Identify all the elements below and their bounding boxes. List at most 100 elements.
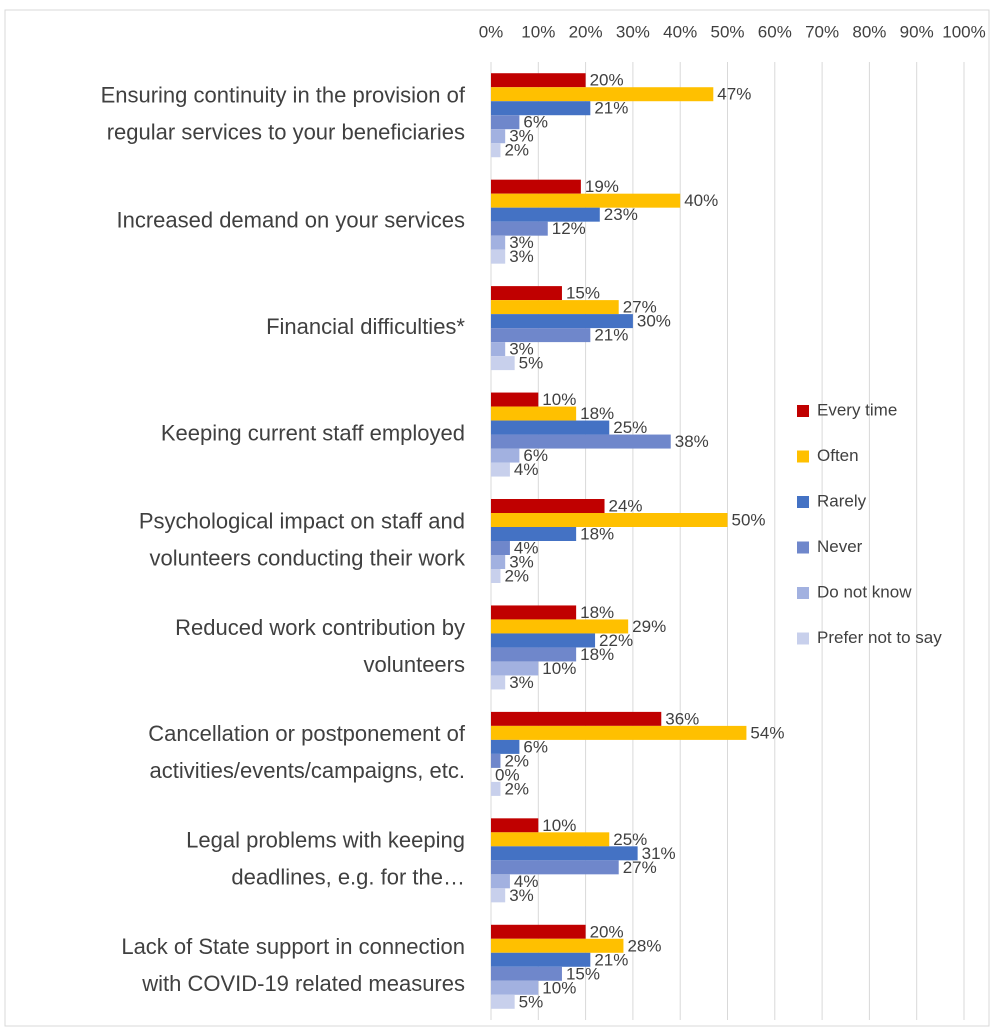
value-label: 3%: [509, 673, 534, 692]
value-label: 10%: [542, 978, 576, 997]
category-label: with COVID-19 related measures: [141, 971, 465, 996]
value-label: 5%: [519, 354, 544, 373]
bar: [491, 569, 501, 583]
value-label: 6%: [523, 113, 548, 132]
category-label: activities/events/campaigns, etc.: [150, 758, 465, 783]
bar: [491, 647, 577, 662]
bar: [491, 888, 506, 903]
bar: [491, 462, 510, 477]
bar: [491, 392, 539, 407]
value-label: 22%: [599, 631, 633, 650]
bar: [491, 938, 624, 953]
bar: [491, 527, 577, 541]
bar: [491, 994, 515, 1009]
value-label: 20%: [590, 71, 624, 90]
bar: [491, 818, 539, 833]
category-label: volunteers conducting their work: [150, 545, 466, 570]
value-label: 6%: [523, 446, 548, 465]
value-label: 27%: [623, 298, 657, 317]
bar: [491, 420, 610, 435]
bar: [491, 753, 501, 768]
bar: [491, 434, 671, 449]
value-label: 2%: [504, 566, 529, 585]
value-label: 25%: [613, 418, 647, 437]
bar: [491, 725, 747, 740]
bar: [491, 101, 591, 116]
value-label: 18%: [580, 404, 614, 423]
legend-label: Every time: [817, 400, 897, 419]
bar: [491, 249, 506, 264]
bar: [491, 143, 501, 158]
value-label: 3%: [509, 340, 534, 359]
legend-swatch: [797, 587, 809, 599]
bar: [491, 129, 506, 144]
category-label: Ensuring continuity in the provision of: [101, 83, 466, 108]
category-label: Psychological impact on staff and: [139, 508, 465, 533]
value-label: 2%: [504, 141, 529, 160]
value-label: 24%: [609, 496, 643, 515]
legend-label: Never: [817, 537, 863, 556]
bar: [491, 193, 681, 208]
legend-label: Do not know: [817, 582, 912, 601]
x-tick-label: 10%: [521, 22, 555, 41]
bar: [491, 633, 596, 648]
value-label: 5%: [519, 992, 544, 1011]
category-label: volunteers: [363, 652, 465, 677]
value-label: 19%: [585, 177, 619, 196]
bar: [491, 300, 619, 315]
category-label: Reduced work contribution by: [175, 615, 465, 640]
value-label: 15%: [566, 964, 600, 983]
x-tick-label: 50%: [710, 22, 744, 41]
value-label: 47%: [717, 85, 751, 104]
legend-label: Rarely: [817, 491, 867, 510]
legend-label: Often: [817, 446, 859, 465]
value-label: 0%: [495, 765, 520, 784]
bar: [491, 980, 539, 995]
x-tick-label: 70%: [805, 22, 839, 41]
bar: [491, 73, 586, 88]
bar: [491, 619, 629, 634]
value-label: 3%: [509, 886, 534, 905]
legend-swatch: [797, 632, 809, 645]
value-label: 21%: [594, 99, 628, 118]
value-label: 23%: [604, 205, 638, 224]
value-label: 6%: [523, 737, 548, 756]
category-label: Increased demand on your services: [116, 207, 465, 232]
value-label: 4%: [514, 460, 539, 479]
value-label: 3%: [509, 233, 534, 252]
value-label: 30%: [637, 312, 671, 331]
category-label: Lack of State support in connection: [121, 934, 465, 959]
value-label: 15%: [566, 284, 600, 303]
value-label: 20%: [590, 922, 624, 941]
bar: [491, 207, 600, 222]
category-label: deadlines, e.g. for the…: [231, 865, 465, 890]
x-tick-label: 0%: [479, 22, 504, 41]
bar: [491, 541, 510, 555]
bar: [491, 966, 562, 981]
bar: [491, 328, 591, 343]
bar: [491, 235, 506, 250]
value-label: 29%: [632, 617, 666, 636]
value-label: 21%: [594, 950, 628, 969]
bar: [491, 555, 506, 569]
bar: [491, 711, 662, 726]
value-label: 21%: [594, 326, 628, 345]
bar: [491, 286, 562, 301]
bar: [491, 952, 591, 967]
bar: [491, 448, 520, 463]
value-label: 18%: [580, 603, 614, 622]
legend-swatch: [797, 496, 809, 508]
bar: [491, 661, 539, 676]
legend-label: Prefer not to say: [817, 628, 942, 647]
bar: [491, 874, 510, 889]
value-label: 4%: [514, 872, 539, 891]
bar: [491, 406, 577, 421]
bar: [491, 739, 520, 754]
value-label: 27%: [623, 858, 657, 877]
x-tick-label: 90%: [900, 22, 934, 41]
value-label: 3%: [509, 247, 534, 266]
value-label: 3%: [509, 127, 534, 146]
bar: [491, 846, 638, 861]
value-label: 54%: [750, 723, 784, 742]
